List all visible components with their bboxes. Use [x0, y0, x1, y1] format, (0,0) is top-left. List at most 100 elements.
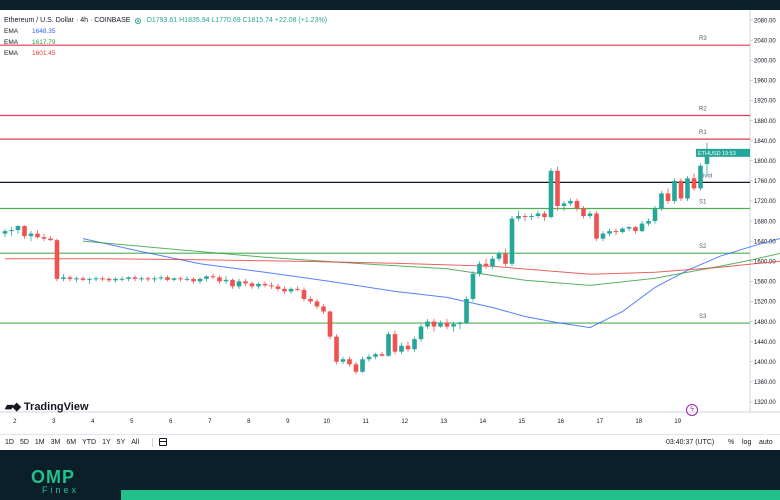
candle-body — [126, 277, 131, 279]
y-tick-label: 1840.00 — [754, 139, 776, 145]
y-tick-label: 1440.00 — [754, 340, 776, 346]
x-tick-label: 19 — [674, 419, 681, 425]
y-tick-label: 1400.00 — [754, 360, 776, 366]
log-scale-toggle[interactable]: log — [742, 439, 752, 446]
candle-body — [672, 180, 677, 201]
chart-legend: Ethereum / U.S. Dollar · 4h · COINBASE O… — [4, 16, 327, 59]
candle-body — [249, 283, 255, 287]
tradingview-mark-icon: ▰◆ — [5, 401, 21, 413]
candle-body — [119, 278, 125, 280]
candle-body — [2, 231, 8, 234]
level-label: S2 — [699, 244, 707, 250]
timeframe-button[interactable]: 6M — [66, 439, 77, 446]
candle-body — [327, 311, 333, 337]
timeframe-button[interactable]: 1M — [34, 439, 45, 446]
ema-legend-row[interactable]: EMA 1617.79 — [4, 37, 327, 48]
candle-body — [295, 288, 300, 290]
candle-body — [399, 345, 404, 352]
candle-body — [418, 326, 424, 340]
timeframe-button[interactable]: 3M — [50, 439, 61, 446]
candle-body — [184, 278, 190, 280]
candle-body — [28, 233, 34, 237]
timeframe-button[interactable]: 1D — [5, 439, 14, 446]
candle-body — [535, 213, 541, 217]
ema-value: 1617.79 — [32, 39, 56, 46]
candle-body — [561, 203, 567, 206]
x-tick-label: 2 — [13, 419, 17, 425]
candle-body — [54, 240, 60, 279]
y-tick-label: 1880.00 — [754, 119, 776, 125]
timeframe-button[interactable]: 5Y — [116, 439, 126, 446]
ema-value: 1648.35 — [32, 28, 56, 35]
candle-body — [490, 258, 495, 267]
candle-body — [392, 334, 398, 352]
candle-body — [600, 233, 606, 239]
candle-body — [405, 345, 411, 350]
footer-accent-bar — [121, 490, 780, 500]
timeframe-button[interactable]: 5D — [19, 439, 29, 446]
utc-clock[interactable]: 03:40:37 (UTC) — [666, 439, 715, 446]
y-tick-label: 1760.00 — [754, 179, 776, 185]
candle-body — [522, 216, 528, 218]
candle-body — [275, 286, 281, 289]
calendar-icon[interactable] — [159, 438, 167, 446]
candle-body — [288, 288, 294, 292]
last-price-tag — [696, 148, 750, 157]
candle-body — [659, 193, 664, 209]
candle-body — [698, 165, 703, 189]
candle-body — [230, 279, 235, 287]
candle-body — [620, 228, 625, 233]
ema-label: EMA — [4, 28, 19, 35]
tradingview-logo[interactable]: ▰◆ TradingView — [5, 400, 89, 414]
candle-body — [22, 226, 27, 237]
candle-body — [262, 283, 268, 286]
candle-body — [594, 213, 599, 239]
candle-body — [158, 277, 164, 279]
candle-body — [61, 277, 66, 279]
y-tick-label: 2080.00 — [754, 18, 776, 24]
candle-body — [197, 278, 203, 282]
candle-body — [412, 339, 417, 350]
candle-body — [113, 278, 118, 281]
y-tick-label: 1800.00 — [754, 159, 776, 165]
lightning-icon[interactable]: ϟ — [686, 404, 698, 416]
candle-body — [139, 278, 144, 280]
x-tick-label: 13 — [440, 419, 447, 425]
candle-body — [626, 227, 632, 229]
percent-scale-toggle[interactable]: % — [728, 439, 735, 446]
level-label: R1 — [699, 130, 707, 136]
price-chart[interactable]: 1320.00 1360.00 1400.00 1440.00 1480.00 1520.… — [0, 10, 780, 434]
candle-body — [678, 180, 684, 199]
candle-body — [67, 277, 73, 279]
tradingview-wordmark: TradingView — [23, 400, 89, 413]
x-tick-label: 9 — [286, 419, 290, 425]
candle-body — [15, 226, 21, 231]
candle-body — [132, 277, 138, 279]
ema-legend-row[interactable]: EMA 1648.35 — [4, 26, 327, 37]
chart-area[interactable]: 1320.00 1360.00 1400.00 1440.00 1480.00 1520.… — [0, 10, 780, 434]
ema-legend-row[interactable]: EMA 1601.45 — [4, 48, 327, 59]
candle-body — [340, 359, 346, 362]
x-tick-label: 11 — [363, 419, 370, 425]
timeframe-button[interactable]: YTD — [82, 439, 97, 446]
timeframe-button[interactable]: All — [131, 439, 140, 446]
x-tick-label: 8 — [247, 419, 251, 425]
top-bar — [0, 0, 780, 10]
level-label: Pivot — [699, 173, 713, 179]
candle-body — [321, 306, 326, 312]
bottom-toolbar: 1D 5D 1M 3M 6M YTD 1Y 5Y All 03:40:37 (U… — [0, 434, 780, 450]
candle-body — [516, 216, 521, 219]
x-tick-label: 18 — [635, 419, 642, 425]
y-tick-label: 1680.00 — [754, 219, 776, 225]
candle-body — [100, 278, 105, 280]
y-tick-label: 1960.00 — [754, 79, 776, 85]
candle-body — [48, 238, 53, 241]
candle-body — [607, 231, 612, 234]
candle-body — [165, 277, 170, 280]
toolbar-divider — [152, 438, 153, 447]
candle-body — [613, 231, 619, 233]
candle-body — [217, 277, 222, 282]
auto-scale-toggle[interactable]: auto — [759, 439, 773, 446]
symbol-title[interactable]: Ethereum / U.S. Dollar · 4h · COINBASE — [4, 17, 131, 24]
timeframe-button[interactable]: 1Y — [102, 439, 111, 446]
